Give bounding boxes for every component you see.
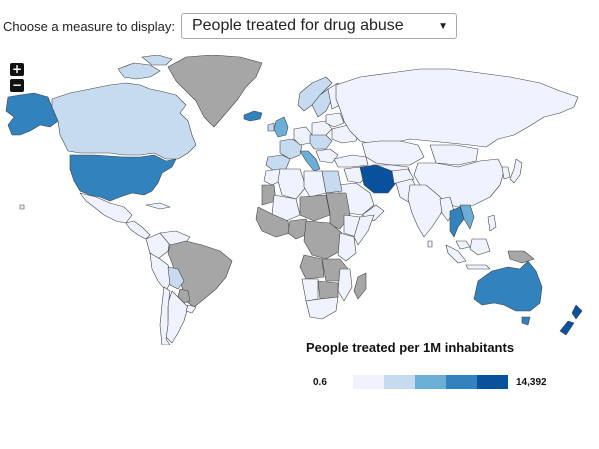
region-mozambique[interactable] xyxy=(337,268,353,302)
region-philippines[interactable] xyxy=(487,214,497,232)
region-new-zealand[interactable] xyxy=(559,304,583,336)
region-malaysia[interactable] xyxy=(455,240,471,250)
map-legend: People treated per 1M inhabitants 0.6 14… xyxy=(306,340,566,389)
region-namibia[interactable] xyxy=(301,278,319,302)
measure-label: Choose a measure to display: xyxy=(3,18,175,34)
region-tasmania[interactable] xyxy=(521,316,531,326)
region-turkey[interactable] xyxy=(333,154,369,168)
region-libya[interactable] xyxy=(303,170,327,198)
region-west-africa[interactable] xyxy=(255,206,291,238)
region-indochina[interactable] xyxy=(459,204,475,230)
legend-max-label: 14,392 xyxy=(516,376,547,388)
legend-title: People treated per 1M inhabitants xyxy=(306,340,515,355)
region-australia[interactable] xyxy=(473,260,543,312)
region-central-africa[interactable] xyxy=(303,220,343,260)
region-paraguay[interactable] xyxy=(177,288,191,304)
region-kazakhstan[interactable] xyxy=(361,140,425,166)
zoom-controls: + − xyxy=(10,63,24,92)
region-central-america[interactable] xyxy=(125,220,151,240)
region-norway[interactable] xyxy=(297,76,333,112)
legend-min-label: 0.6 xyxy=(313,376,327,388)
region-uruguay[interactable] xyxy=(185,304,197,314)
region-botswana-zimbabwe[interactable] xyxy=(317,280,339,300)
legend-swatch xyxy=(446,375,477,389)
region-caribbean[interactable] xyxy=(145,202,171,210)
region-algeria[interactable] xyxy=(277,168,307,200)
legend-scale: 0.6 14,392 xyxy=(306,375,547,389)
region-sahel-west[interactable] xyxy=(271,194,301,222)
region-russia[interactable] xyxy=(335,68,579,148)
region-italy[interactable] xyxy=(299,150,321,172)
region-india[interactable] xyxy=(407,184,447,238)
region-bolivia[interactable] xyxy=(167,266,185,290)
legend-swatch xyxy=(384,375,415,389)
region-japan[interactable] xyxy=(509,158,523,184)
region-somalia[interactable] xyxy=(353,214,375,246)
region-central-europe[interactable] xyxy=(309,132,333,150)
region-indonesia-borneo[interactable] xyxy=(469,238,491,256)
region-usa[interactable] xyxy=(69,154,177,202)
region-arctic-islands[interactable] xyxy=(117,62,161,80)
region-poland[interactable] xyxy=(311,120,333,136)
region-mongolia[interactable] xyxy=(429,144,479,166)
region-iran[interactable] xyxy=(359,164,397,194)
region-chile[interactable] xyxy=(159,286,171,345)
region-iceland[interactable] xyxy=(243,110,263,122)
region-sri-lanka[interactable] xyxy=(427,240,433,248)
world-map[interactable] xyxy=(0,55,599,345)
region-east-africa[interactable] xyxy=(337,232,357,262)
region-uk[interactable] xyxy=(273,116,289,138)
measure-select-value: People treated for drug abuse xyxy=(191,17,404,34)
region-canada[interactable] xyxy=(51,82,197,160)
region-hawaii[interactable] xyxy=(19,204,25,210)
legend-swatch xyxy=(477,375,508,389)
zoom-out-button[interactable]: − xyxy=(10,78,24,92)
zoom-in-button[interactable]: + xyxy=(10,62,24,76)
region-niger-chad[interactable] xyxy=(299,194,331,222)
region-arctic-islands-2[interactable] xyxy=(141,55,173,66)
region-madagascar[interactable] xyxy=(353,272,367,300)
measure-select[interactable]: People treated for drug abuse ▼ xyxy=(180,13,457,39)
region-indonesia-java[interactable] xyxy=(465,264,491,270)
region-korea[interactable] xyxy=(501,166,511,180)
region-greenland[interactable] xyxy=(167,55,263,128)
region-angola[interactable] xyxy=(299,254,325,280)
region-south-africa[interactable] xyxy=(305,296,339,320)
region-papua[interactable] xyxy=(507,250,535,264)
region-peru[interactable] xyxy=(149,252,173,292)
region-iberia[interactable] xyxy=(265,154,291,172)
region-ireland[interactable] xyxy=(267,122,275,132)
legend-swatch xyxy=(415,375,446,389)
legend-swatches xyxy=(353,375,508,389)
region-egypt[interactable] xyxy=(321,170,343,194)
region-belarus[interactable] xyxy=(325,112,345,128)
measure-bar: Choose a measure to display: People trea… xyxy=(0,10,457,42)
region-thailand[interactable] xyxy=(449,206,465,238)
region-alaska[interactable] xyxy=(5,92,59,136)
chevron-down-icon: ▼ xyxy=(438,20,448,32)
region-france[interactable] xyxy=(279,138,303,160)
region-indonesia-sumatra[interactable] xyxy=(445,244,467,264)
legend-swatch xyxy=(353,375,384,389)
